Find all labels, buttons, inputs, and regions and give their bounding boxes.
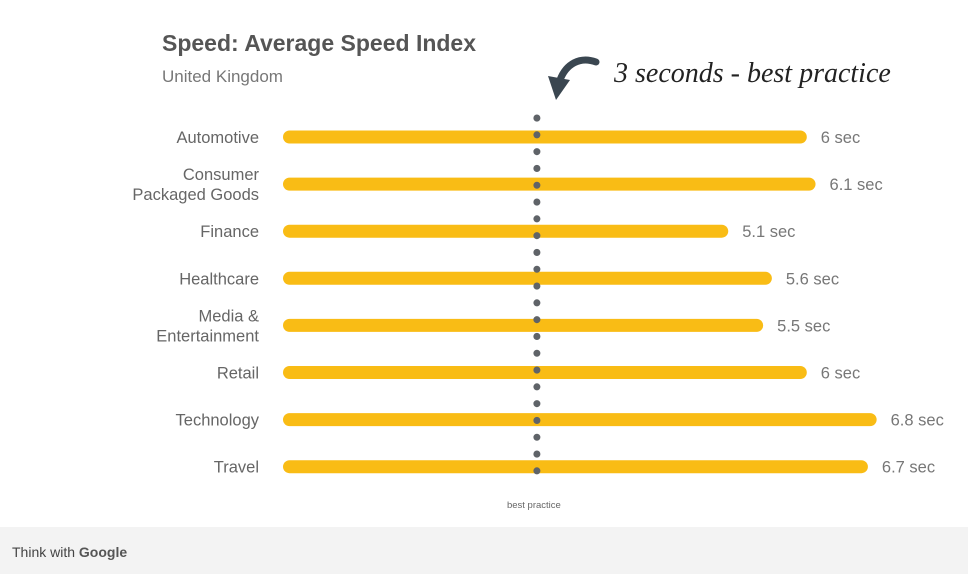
footer-brand-name: Google — [78, 544, 128, 560]
bar-7 — [283, 460, 868, 474]
bar-4 — [283, 318, 764, 332]
category-label-7-0: Travel — [214, 459, 259, 477]
bar-3 — [283, 271, 772, 285]
value-label-5: 6 sec — [821, 365, 860, 383]
bar-1 — [283, 177, 816, 191]
category-label-3-0: Healthcare — [179, 270, 259, 288]
value-label-1: 6.1 sec — [830, 176, 883, 194]
bar-2 — [283, 224, 729, 238]
category-label-1-0: Consumer — [183, 166, 260, 184]
value-label-6: 6.8 sec — [891, 412, 944, 430]
footer: Think with Google — [0, 527, 968, 574]
curved-arrow-icon — [548, 56, 600, 100]
bar-6 — [283, 413, 877, 427]
chart-subtitle: United Kingdom — [162, 67, 283, 86]
value-label-2: 5.1 sec — [742, 223, 795, 241]
bar-5 — [283, 366, 807, 379]
category-label-2-0: Finance — [200, 223, 259, 241]
think-with-google-logo: Think with Google — [12, 544, 127, 560]
value-label-0: 6 sec — [821, 129, 860, 147]
value-label-4: 5.5 sec — [777, 317, 830, 335]
value-label-7: 6.7 sec — [882, 459, 935, 477]
bars-layer: Automotive 6 sec Consumer Packaged Goods 6.1… — [132, 129, 943, 477]
bar-chart: Automotive 6 sec Consumer Packaged Goods 6.1… — [132, 56, 944, 511]
category-label-6-0: Technology — [176, 412, 260, 430]
category-label-5-0: Retail — [217, 365, 259, 383]
reference-line-label: best practice — [507, 500, 561, 511]
category-label-4-1: Entertainment — [156, 327, 259, 345]
reference-line-layer: best practice — [507, 114, 561, 511]
value-label-3: 5.6 sec — [786, 270, 839, 288]
chart-title: Speed: Average Speed Index — [162, 30, 477, 56]
category-label-4-0: Media & — [198, 307, 259, 325]
category-label-1-1: Packaged Goods — [132, 186, 259, 204]
bar-0 — [283, 130, 807, 144]
category-label-0-0: Automotive — [176, 129, 259, 147]
best-practice-annotation: 3 seconds - best practice — [614, 58, 891, 89]
footer-brand-prefix: Think with — [12, 544, 76, 560]
